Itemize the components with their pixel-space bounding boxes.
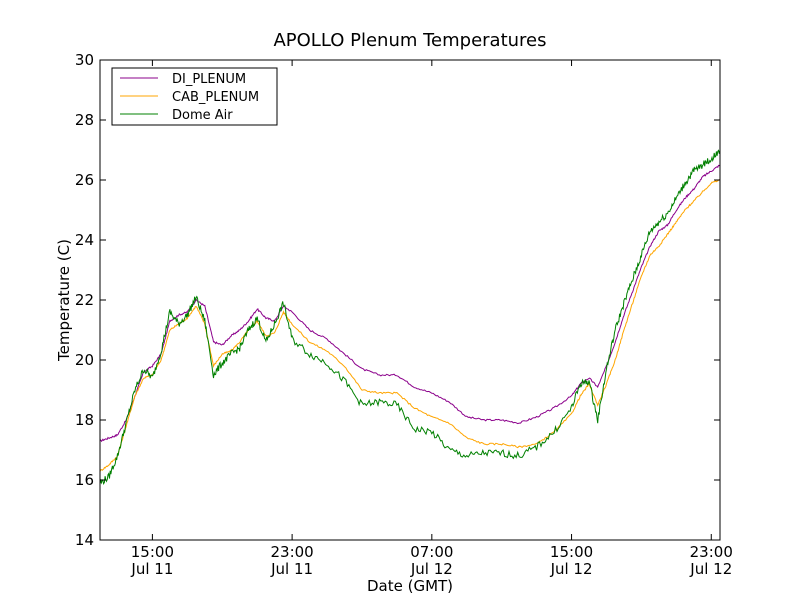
x-tick-time-label: 15:00: [550, 543, 593, 561]
y-axis-label: Temperature (C): [55, 239, 73, 362]
x-tick-date-label: Jul 11: [130, 560, 173, 578]
y-tick-label: 20: [75, 351, 94, 369]
legend: DI_PLENUM CAB_PLENUM Dome Air: [111, 67, 278, 126]
x-tick-time-label: 23:00: [270, 543, 313, 561]
y-tick-label: 18: [75, 411, 94, 429]
x-tick-time-label: 07:00: [410, 543, 453, 561]
y-tick-label: 28: [75, 111, 94, 129]
series-layer: [99, 149, 721, 486]
series-line-di-plenum: [99, 164, 721, 443]
y-tick-label: 26: [75, 171, 94, 189]
x-tick-date-label: Jul 12: [550, 560, 593, 578]
y-tick-label: 16: [75, 471, 94, 489]
y-tick-label: 14: [75, 531, 94, 549]
x-tick-date-label: Jul 12: [689, 560, 732, 578]
x-axis-label: Date (GMT): [367, 577, 453, 595]
y-tick-label: 22: [75, 291, 94, 309]
x-tick-time-label: 23:00: [690, 543, 733, 561]
series-line-dome-air: [99, 149, 721, 486]
legend-label: Dome Air: [172, 108, 233, 123]
y-tick-label: 30: [75, 51, 94, 69]
legend-label: CAB_PLENUM: [172, 90, 259, 105]
legend-label: DI_PLENUM: [172, 72, 246, 87]
x-tick-time-label: 15:00: [131, 543, 174, 561]
x-tick-date-label: Jul 11: [270, 560, 313, 578]
y-tick-label: 24: [75, 231, 94, 249]
chart-title: APOLLO Plenum Temperatures: [273, 30, 546, 51]
x-tick-date-label: Jul 12: [410, 560, 453, 578]
